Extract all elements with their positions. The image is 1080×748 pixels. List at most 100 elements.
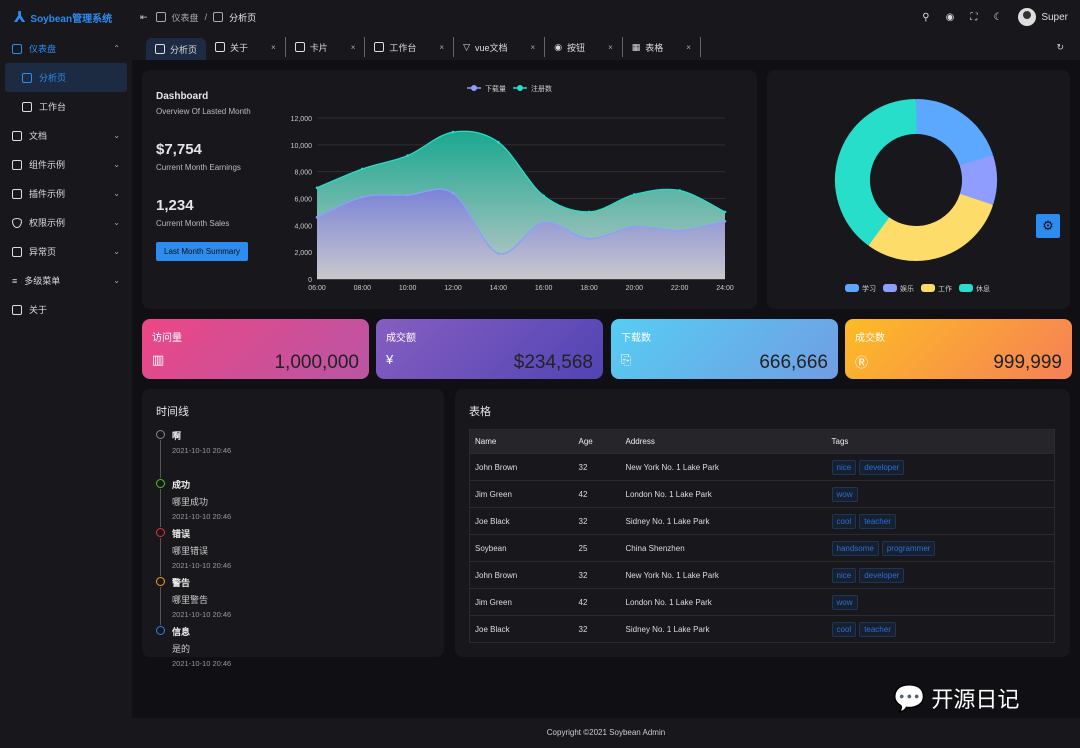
data-point[interactable]: [451, 191, 455, 195]
close-icon[interactable]: ×: [686, 42, 691, 52]
pie-slice[interactable]: [868, 194, 993, 261]
timeline-item: 成功 哪里成功 2021-10-10 20:46: [156, 478, 231, 527]
tab-analysis[interactable]: 分析页: [146, 38, 207, 60]
close-icon[interactable]: ×: [608, 42, 613, 52]
tab-workbench[interactable]: 工作台 ×: [365, 37, 455, 57]
settings-button[interactable]: ⚙: [1036, 214, 1060, 238]
data-point[interactable]: [723, 220, 727, 223]
series-line-1: [316, 130, 726, 213]
collapse-menu-icon[interactable]: ⇤: [140, 11, 148, 22]
data-point[interactable]: [633, 225, 636, 228]
close-icon[interactable]: ×: [439, 42, 445, 52]
github-icon[interactable]: ◉: [945, 11, 955, 23]
legend-label[interactable]: 下载量: [485, 84, 506, 93]
data-point[interactable]: [315, 215, 319, 219]
data-point[interactable]: [723, 210, 727, 214]
tag[interactable]: teacher: [859, 513, 896, 529]
sidebar-item-docs[interactable]: 文档 ⌄: [0, 121, 132, 150]
data-point[interactable]: [587, 210, 591, 214]
user-menu[interactable]: Super: [1018, 8, 1068, 26]
table-cell: Jim Green: [469, 480, 574, 508]
chevron-down-icon: ⌄: [113, 160, 120, 169]
tag[interactable]: developer: [859, 459, 905, 475]
tag[interactable]: cool: [831, 621, 857, 637]
legend-label[interactable]: 注册数: [531, 84, 552, 93]
data-point[interactable]: [497, 252, 500, 255]
table-cell: 32: [573, 615, 621, 643]
legend-label[interactable]: 学习: [862, 284, 876, 293]
data-point[interactable]: [361, 167, 364, 171]
data-point[interactable]: [678, 229, 681, 232]
sidebar-item-components[interactable]: 组件示例 ⌄: [0, 150, 132, 179]
chevron-down-icon: ⌄: [113, 189, 120, 198]
tag[interactable]: cool: [831, 513, 857, 529]
pie-slice[interactable]: [959, 155, 997, 205]
tag[interactable]: handsome: [831, 540, 879, 556]
close-icon[interactable]: ×: [530, 42, 536, 52]
pie-slice[interactable]: [915, 99, 993, 166]
sidebar-item-permission[interactable]: 权限示例 ⌄: [0, 208, 132, 237]
data-point[interactable]: [678, 189, 681, 192]
dashboard-card: Dashboard Overview Of Lasted Month $7,75…: [142, 70, 757, 309]
sidebar-item-about[interactable]: 关于: [0, 295, 132, 324]
tag[interactable]: nice: [831, 567, 857, 583]
timeline-title: 时间线: [156, 406, 189, 418]
tag[interactable]: wow: [831, 594, 858, 610]
logo-icon: ⅄: [14, 9, 26, 26]
close-icon[interactable]: ×: [271, 42, 276, 52]
timeline-item-time: 2021-10-10 20:46: [172, 659, 232, 668]
pie-slice[interactable]: [835, 99, 917, 246]
sidebar-item-workbench[interactable]: 工作台: [0, 92, 132, 121]
breadcrumb-item[interactable]: 分析页: [229, 12, 257, 23]
monitor-icon: [374, 42, 385, 52]
table-cell: 32: [573, 561, 621, 589]
timeline-dot: [156, 430, 165, 439]
data-point[interactable]: [406, 193, 409, 197]
last-month-summary-button[interactable]: Last Month Summary: [156, 242, 249, 261]
table-card: 表格 Name Age Address Tags John Brown 32 New…: [455, 389, 1070, 657]
fullscreen-icon[interactable]: ⛶: [970, 11, 978, 23]
legend-label[interactable]: 娱乐: [900, 284, 914, 293]
stat-card-deals: 成交数 Ⓡ 999,999: [845, 319, 1072, 379]
timeline-card: 时间线 啊 2021-10-10 20:46 成功 哪里成功 2021-10-10 20…: [142, 389, 444, 668]
table-cell-tags: cool teacher: [826, 507, 1055, 535]
data-point[interactable]: [542, 221, 545, 224]
dashboard-icon: [155, 12, 166, 22]
tab-table[interactable]: ▦ 表格 ×: [623, 37, 701, 57]
data-point[interactable]: [406, 154, 409, 157]
app-logo[interactable]: ⅄ Soybean管理系统: [14, 9, 113, 26]
sidebar-item-multi-menu[interactable]: ≡ 多级菜单 ⌄: [12, 275, 120, 287]
dark-mode-icon[interactable]: ☾: [993, 11, 1003, 23]
data-point[interactable]: [361, 195, 364, 199]
data-point[interactable]: [633, 193, 636, 196]
tag[interactable]: developer: [859, 567, 905, 583]
sidebar-item-exception[interactable]: 异常页 ⌄: [0, 237, 132, 266]
tag[interactable]: nice: [831, 459, 857, 475]
search-icon[interactable]: ⚲: [922, 11, 930, 23]
tab-vue-docs[interactable]: ▽ vue文档 ×: [454, 37, 546, 57]
x-tick-label: 20:00: [626, 285, 644, 292]
close-icon[interactable]: ×: [350, 42, 356, 52]
tag[interactable]: teacher: [859, 621, 896, 637]
sidebar-item-plugins[interactable]: 插件示例 ⌄: [0, 179, 132, 208]
table-cell: Sidney No. 1 Lake Park: [620, 507, 827, 535]
data-point[interactable]: [497, 140, 500, 144]
tab-card[interactable]: 卡片 ×: [286, 37, 366, 57]
legend-label[interactable]: 休息: [976, 284, 990, 293]
legend-marker: [517, 85, 523, 91]
timeline-item-content: 哪里错误: [172, 546, 209, 556]
tag[interactable]: wow: [831, 486, 858, 502]
tab-button[interactable]: ◉ 按钮 ×: [545, 37, 623, 57]
data-point[interactable]: [451, 130, 455, 134]
sidebar-item-dashboard[interactable]: 仪表盘 ⌃: [0, 34, 132, 63]
timeline-item-content: 哪里成功: [172, 497, 209, 507]
legend-label[interactable]: 工作: [938, 284, 952, 293]
data-point[interactable]: [587, 237, 591, 241]
refresh-icon[interactable]: ↻: [1056, 42, 1064, 52]
tag[interactable]: programmer: [881, 540, 936, 556]
tab-about[interactable]: 关于 ×: [206, 37, 286, 57]
sidebar-item-analysis[interactable]: 分析页: [5, 63, 127, 92]
data-point[interactable]: [315, 186, 319, 190]
data-point[interactable]: [542, 194, 545, 198]
breadcrumb-item[interactable]: 仪表盘: [171, 12, 199, 23]
